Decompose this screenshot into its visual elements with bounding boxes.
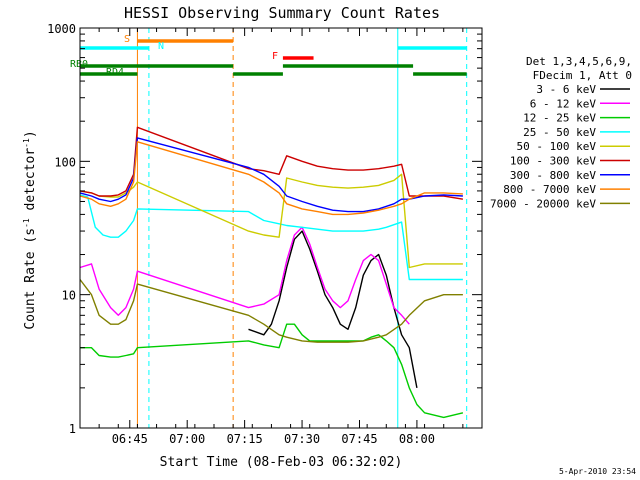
- y-tick-label-100: 100: [54, 155, 76, 169]
- legend-label-3-6-kev: 3 - 6 keV: [536, 83, 596, 96]
- series-line-6-12-kev: [79, 226, 410, 325]
- y-axis-label-main: Count Rate (s: [23, 228, 38, 330]
- series-line-7000-20000-kev: [79, 279, 463, 343]
- legend-label-50-100-kev: 50 - 100 keV: [517, 140, 597, 153]
- series-line-3-6-kev: [248, 230, 418, 389]
- legend-label-12-25-kev: 12 - 25 keV: [523, 112, 596, 125]
- y-tick-label-10: 10: [62, 289, 76, 303]
- flag-label-rd4: RD4: [106, 67, 124, 78]
- flag-label-rb0: RB0: [70, 59, 88, 70]
- x-tick-label-08-00: 08:00: [399, 432, 435, 446]
- vertical-markers: [79, 28, 468, 428]
- legend-header-line-2: FDecim 1, Att 0: [533, 69, 632, 82]
- series-layer: [79, 126, 464, 419]
- y-tick-label-1000: 1000: [47, 22, 76, 36]
- series-line-50-100-kev: [79, 173, 463, 269]
- flag-label-n: N: [158, 41, 164, 52]
- x-axis: 06:45 07:00 07:15 07:30 07:45 08:00: [79, 28, 483, 446]
- plot-area: S N F RB0 RD4: [70, 28, 468, 428]
- series-line-25-50-kev: [79, 194, 463, 281]
- y-axis-label-end: ): [23, 130, 38, 138]
- chart-title: HESSI Observing Summary Count Rates: [124, 4, 440, 22]
- flag-bars: S N F RB0 RD4: [70, 34, 467, 78]
- legend: Det 1,3,4,5,6,9, FDecim 1, Att 0 3 - 6 k…: [490, 55, 632, 210]
- legend-header-line-1: Det 1,3,4,5,6,9,: [526, 55, 632, 68]
- x-tick-label-07-00: 07:00: [169, 432, 205, 446]
- generation-timestamp: 5-Apr-2010 23:54: [559, 467, 636, 476]
- x-tick-label-07-30: 07:30: [284, 432, 320, 446]
- series-line-800-7000-kev: [79, 141, 463, 216]
- plot-frame: [79, 27, 483, 429]
- x-tick-label-07-45: 07:45: [341, 432, 377, 446]
- x-tick-label-06-45: 06:45: [112, 432, 148, 446]
- y-axis-label-sup1: -1: [22, 218, 31, 228]
- series-line-12-25-kev: [80, 323, 464, 419]
- y-tick-label-1: 1: [69, 422, 76, 436]
- flag-label-s: S: [124, 34, 130, 45]
- y-axis-label-sup2: -1: [22, 138, 31, 148]
- flag-label-f: F: [272, 51, 278, 62]
- legend-label-6-12-kev: 6 - 12 keV: [530, 97, 597, 110]
- legend-label-300-800-kev: 300 - 800 keV: [510, 169, 596, 182]
- x-tick-label-07-15: 07:15: [227, 432, 263, 446]
- y-axis-label-mid: detector: [23, 148, 38, 219]
- y-axis: 1 10 100 1000: [47, 22, 482, 436]
- series-line-300-800-kev: [79, 137, 463, 213]
- series-line-100-300-kev: [79, 126, 464, 200]
- y-axis-label: Count Rate (s-1 detector-1): [22, 130, 38, 329]
- x-axis-label: Start Time (08-Feb-03 06:32:02): [160, 455, 403, 470]
- legend-label-25-50-kev: 25 - 50 keV: [523, 126, 596, 139]
- legend-label-7000-20000-kev: 7000 - 20000 keV: [490, 197, 596, 210]
- legend-label-800-7000-kev: 800 - 7000 keV: [503, 183, 596, 196]
- legend-label-100-300-kev: 100 - 300 keV: [510, 155, 596, 168]
